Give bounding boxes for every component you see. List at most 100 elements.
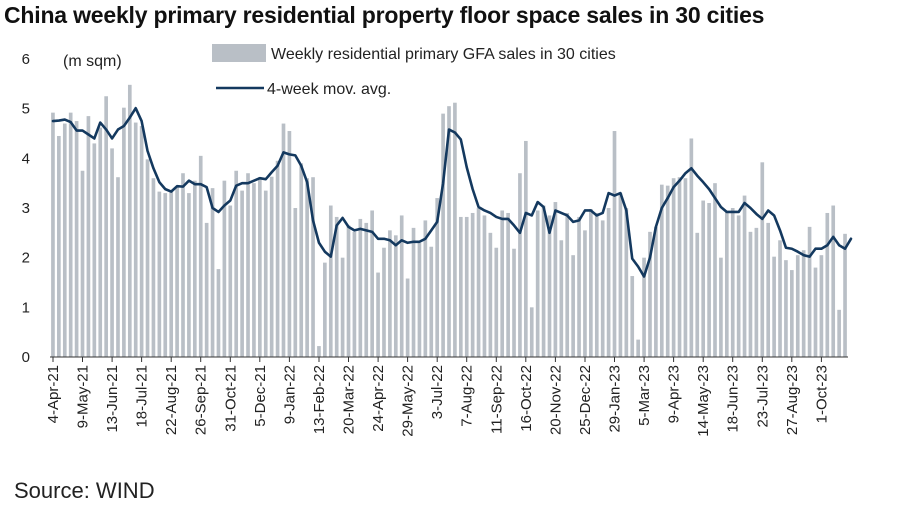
bar [612,131,617,357]
chart-title: China weekly primary residential propert… [4,2,765,28]
x-tick-label: 5-Dec-21 [252,365,269,427]
bar [778,240,782,357]
bar [790,270,794,357]
x-tick-label: 1-Oct-23 [813,365,830,423]
bar [423,220,428,357]
bar [713,183,717,357]
bar [464,216,469,357]
x-tick-label: 9-Jan-22 [281,365,298,424]
bar [411,227,416,357]
bar [470,212,475,357]
bar [204,222,209,357]
bar [311,177,315,357]
bar [689,138,694,357]
bar [393,235,398,357]
bar [287,131,292,357]
bar [281,123,286,357]
bar [506,212,510,357]
bar [222,180,227,357]
x-tick-label: 25-Dec-22 [577,365,594,435]
bar [151,178,156,357]
bar [328,205,333,357]
x-tick-label: 18-Jul-21 [134,365,151,428]
bar [535,210,540,357]
bar [133,122,138,357]
bar [577,216,581,357]
bar [636,339,640,357]
y-tick-label: 0 [22,349,30,366]
legend-line-label: 4-week mov. avg. [267,81,391,98]
bar [529,307,534,357]
bar [317,346,321,357]
x-tick-label: 31-Oct-21 [222,365,239,432]
bar [547,215,552,357]
bar [269,176,274,357]
bar [695,232,700,357]
bar [405,278,410,357]
bar [376,272,380,357]
bar [104,96,108,357]
bar [453,102,457,358]
bar [139,126,144,357]
bar [553,202,558,357]
x-tick-label: 13-Jun-21 [104,365,121,433]
bar [417,242,422,357]
y-tick-label: 1 [22,299,30,316]
bar [594,212,599,357]
bar [665,185,670,357]
bar [618,193,623,357]
bar [110,148,114,357]
bar [122,107,126,357]
bar [760,162,765,357]
bar [364,222,369,357]
x-tick-label: 23-Jul-23 [754,365,771,428]
bar [263,190,268,357]
bar [293,208,298,357]
legend-bar-label: Weekly residential primary GFA sales in … [271,46,616,63]
bar [512,248,516,357]
bar [825,212,830,357]
bar [648,231,652,357]
bar [275,160,280,357]
bar [169,192,174,357]
bar [252,183,256,357]
bar [127,84,132,357]
bar [476,208,481,357]
x-tick-label: 7-Aug-22 [459,365,476,427]
bar [801,250,806,357]
bar [246,173,250,357]
bar [541,205,546,357]
x-axis-ticks: 4-Apr-21 9-May-21 13-Jun-21 18-Jul-21 22-Aug… [45,357,830,437]
bar [683,178,688,357]
legend-bar-swatch [212,44,266,62]
bar [766,222,771,357]
bar [559,240,564,357]
bar [671,178,676,357]
bar [524,140,528,357]
bar [216,269,221,357]
bar [358,218,363,357]
moving-average-line [51,106,853,278]
legend: Weekly residential primary GFA sales in … [212,44,616,98]
bar [719,257,723,357]
x-tick-label: 29-Jan-23 [607,365,624,433]
x-tick-label: 18-Jun-23 [725,365,742,433]
y-axis-unit-label: (m sqm) [63,53,122,70]
y-tick-label: 6 [22,51,30,68]
bar [299,163,304,357]
bar [86,116,91,358]
bar [630,276,635,357]
bar [228,205,233,357]
bar [754,227,759,357]
bar [234,170,239,357]
bar [724,211,729,357]
bar [565,212,570,357]
bar [447,106,451,358]
bar [518,173,522,357]
bar [334,216,339,357]
bar [198,155,203,357]
bar [116,177,120,357]
y-tick-label: 4 [22,150,30,167]
x-tick-label: 13-Feb-22 [311,365,328,434]
x-tick-label: 24-Apr-22 [370,365,387,432]
